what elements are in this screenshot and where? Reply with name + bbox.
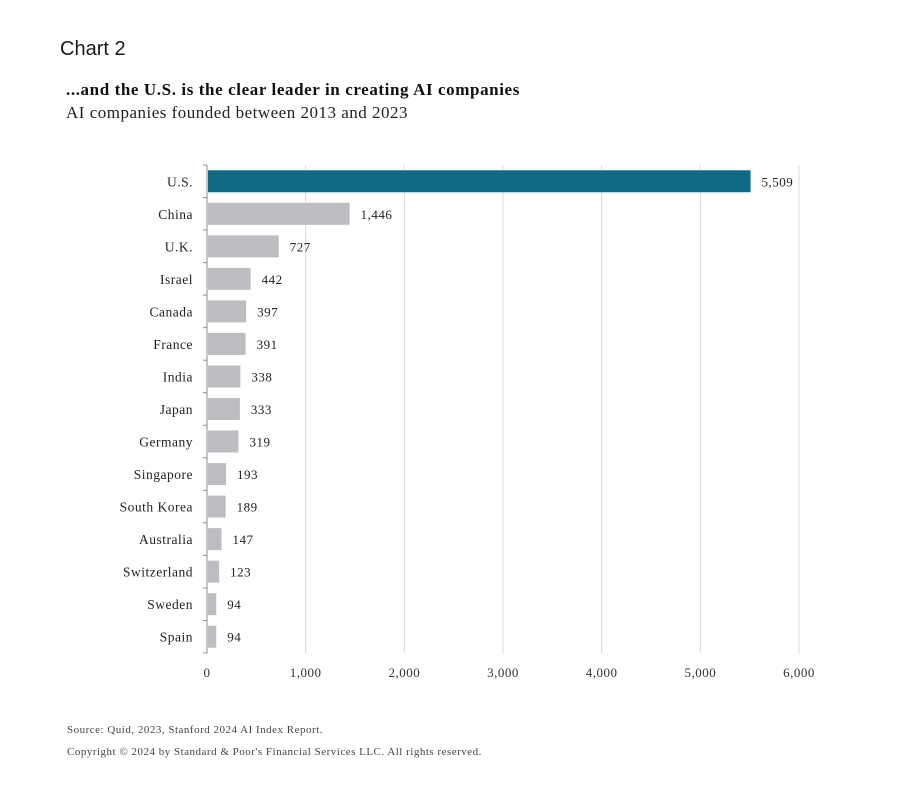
category-label-india: India	[163, 369, 193, 384]
bar-china	[208, 202, 350, 225]
x-tick-label: 0	[204, 665, 211, 680]
category-label-singapore: Singapore	[134, 467, 193, 482]
bar-singapore	[208, 463, 227, 486]
axes: 0 1,000 2,000 3,000 4,000 5,000 6,000 U.S. 5,509…	[120, 164, 815, 680]
copyright-note: Copyright © 2024 by Standard & Poor's Fi…	[67, 746, 482, 758]
x-tick-label: 4,000	[586, 665, 618, 680]
bar-u-k	[208, 235, 279, 258]
grid-lines	[305, 165, 800, 653]
chart-number-label: Chart 2	[60, 38, 126, 60]
category-label-sweden: Sweden	[147, 597, 193, 612]
x-tick-label: 5,000	[684, 665, 716, 680]
category-label-france: France	[153, 337, 193, 352]
bar-u-s	[208, 170, 751, 193]
bar-south-korea	[208, 495, 226, 518]
value-label-u-s: 5,509	[762, 174, 794, 189]
source-note: Source: Quid, 2023, Stanford 2024 AI Ind…	[67, 724, 323, 736]
bar-india	[208, 365, 241, 388]
bar-france	[208, 332, 246, 355]
value-label-germany: 319	[249, 435, 270, 450]
x-tick-label: 3,000	[487, 665, 519, 680]
value-label-south-korea: 189	[237, 500, 258, 515]
category-label-germany: Germany	[139, 435, 193, 450]
category-label-japan: Japan	[160, 402, 193, 417]
value-label-singapore: 193	[237, 467, 258, 482]
bar-canada	[208, 300, 247, 323]
category-label-spain: Spain	[160, 630, 193, 645]
bar-australia	[208, 528, 222, 551]
x-tick-label: 6,000	[783, 665, 815, 680]
bar-switzerland	[208, 560, 220, 583]
x-tick-label: 1,000	[290, 665, 322, 680]
category-label-canada: Canada	[150, 304, 193, 319]
value-label-u-k: 727	[290, 239, 311, 254]
x-tick-label: 2,000	[388, 665, 420, 680]
value-label-france: 391	[257, 337, 278, 352]
category-label-australia: Australia	[139, 532, 193, 547]
category-label-u-k: U.K.	[165, 239, 193, 254]
chart-title: ...and the U.S. is the clear leader in c…	[66, 80, 520, 99]
value-label-israel: 442	[262, 272, 283, 287]
value-label-spain: 94	[227, 630, 241, 645]
category-label-south-korea: South Korea	[120, 500, 193, 515]
bar-spain	[208, 625, 217, 648]
bars	[208, 170, 751, 648]
value-label-india: 338	[251, 369, 272, 384]
bar-israel	[208, 267, 251, 290]
value-label-switzerland: 123	[230, 565, 251, 580]
bar-japan	[208, 398, 240, 420]
bar-sweden	[208, 593, 217, 616]
value-label-japan: 333	[251, 402, 272, 417]
category-label-china: China	[158, 207, 193, 222]
category-label-switzerland: Switzerland	[123, 565, 193, 580]
category-label-israel: Israel	[160, 272, 193, 287]
chart-subtitle: AI companies founded between 2013 and 20…	[66, 103, 409, 122]
value-label-sweden: 94	[227, 597, 241, 612]
bar-germany	[208, 430, 239, 453]
value-label-australia: 147	[233, 532, 254, 547]
value-label-china: 1,446	[361, 207, 393, 222]
value-label-canada: 397	[257, 304, 278, 319]
category-label-u-s: U.S.	[167, 174, 193, 189]
